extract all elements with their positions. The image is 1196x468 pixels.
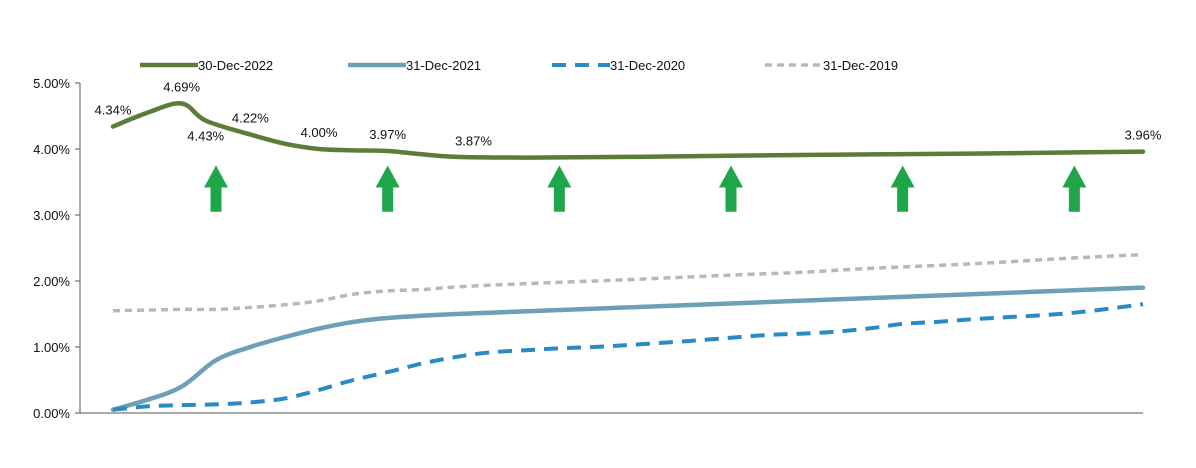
data-label: 4.69% xyxy=(163,79,200,94)
legend-label: 31-Dec-2020 xyxy=(610,58,685,73)
series-line-31-Dec-2020 xyxy=(112,302,1144,412)
data-label: 4.43% xyxy=(187,129,224,144)
y-tick-label: 4.00% xyxy=(33,142,70,157)
increase-arrows xyxy=(204,165,1087,212)
up-arrow-icon xyxy=(204,165,228,212)
series-line-31-Dec-2019 xyxy=(112,252,1144,313)
y-tick-label: 2.00% xyxy=(33,274,70,289)
up-arrow-icon xyxy=(375,165,400,212)
series-line-30-Dec-2022 xyxy=(110,101,1146,160)
data-label: 3.87% xyxy=(455,134,492,149)
data-labels: 4.34% 4.69% 4.43% 4.22% 4.00% 3.97% 3.87% 3.96% xyxy=(95,79,1162,148)
series-line-31-Dec-2021 xyxy=(110,285,1146,412)
data-label: 4.34% xyxy=(95,103,132,118)
chart-series xyxy=(110,101,1146,412)
data-label: 4.00% xyxy=(301,125,338,140)
data-label: 3.96% xyxy=(1125,128,1162,143)
up-arrow-icon xyxy=(1062,165,1087,212)
up-arrow-icon xyxy=(890,165,915,212)
up-arrow-icon xyxy=(547,165,572,212)
chart-legend: 30-Dec-2022 31-Dec-2021 31-Dec-2020 31-Dec-… xyxy=(140,58,898,73)
y-tick-label: 3.00% xyxy=(33,208,70,223)
up-arrow-icon xyxy=(719,165,743,212)
y-tick-label: 5.00% xyxy=(33,76,70,91)
data-label: 4.22% xyxy=(232,110,269,125)
data-label: 3.97% xyxy=(369,127,406,142)
legend-label: 31-Dec-2021 xyxy=(406,58,481,73)
y-tick-label: 0.00% xyxy=(33,406,70,421)
y-axis: 0.00% 1.00% 2.00% 3.00% 4.00% 5.00% xyxy=(33,76,81,421)
legend-label: 30-Dec-2022 xyxy=(198,58,273,73)
legend-label: 31-Dec-2019 xyxy=(823,58,898,73)
y-tick-label: 1.00% xyxy=(33,340,70,355)
